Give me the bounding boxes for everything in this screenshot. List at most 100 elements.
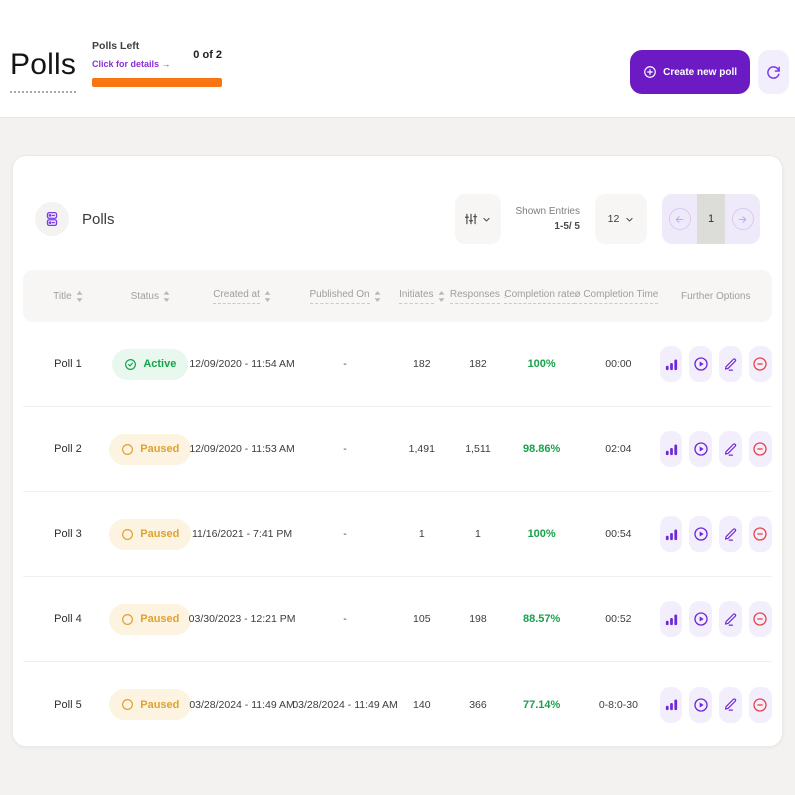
- refresh-button[interactable]: [758, 50, 789, 94]
- circle-icon: [121, 698, 134, 711]
- topbar-actions: Create new poll: [630, 50, 789, 94]
- card-header: Polls Shown E: [13, 156, 782, 270]
- column-header-responses[interactable]: Responses: [449, 289, 506, 304]
- published-on: -: [343, 443, 347, 455]
- completion-time: 0-8:0-30: [598, 698, 638, 711]
- created-at: 12/09/2020 - 11:53 AM: [189, 443, 295, 455]
- column-header-created-at[interactable]: Created at: [188, 289, 297, 304]
- card-controls: Shown Entries 1-5/ 5 12: [454, 194, 760, 244]
- plus-circle-icon: [643, 65, 657, 79]
- edit-button[interactable]: [719, 686, 743, 723]
- bar-chart-icon: [664, 527, 679, 542]
- column-header-completion-rate[interactable]: Completion rate: [504, 289, 577, 304]
- table-row: Poll 3 Paused 11/16/2021 - 7:41 PM - 1 1…: [23, 492, 772, 577]
- published-on: 03/28/2024 - 11:49 AM: [292, 698, 398, 711]
- sort-icon: [438, 290, 444, 302]
- play-button[interactable]: [689, 601, 713, 637]
- responses: 198: [469, 613, 487, 625]
- arrow-left-icon: [668, 208, 691, 230]
- shown-entries: Shown Entries 1-5/ 5: [516, 206, 580, 232]
- remove-button[interactable]: [749, 601, 772, 637]
- stats-button[interactable]: [659, 601, 683, 637]
- stats-button[interactable]: [659, 431, 683, 467]
- status-badge: Active: [112, 348, 189, 380]
- prev-page-button[interactable]: [662, 194, 697, 244]
- pencil-icon: [723, 442, 738, 457]
- polls-left-label: Polls Left: [92, 40, 140, 52]
- poll-title: Poll 3: [54, 528, 82, 540]
- topbar: Polls Polls Left Click for details → 0 o…: [0, 0, 795, 118]
- edit-button[interactable]: [719, 516, 743, 552]
- play-button[interactable]: [689, 346, 713, 382]
- polls-card: Polls Shown E: [12, 155, 783, 747]
- status-badge: Paused: [109, 518, 192, 550]
- poll-title: Poll 2: [54, 443, 82, 455]
- column-header-status[interactable]: Status: [113, 290, 188, 302]
- responses: 182: [469, 358, 487, 370]
- column-header-completion-time[interactable]: ø Completion Time: [574, 289, 659, 304]
- status-badge: Paused: [109, 689, 192, 720]
- remove-button[interactable]: [749, 686, 772, 723]
- poll-title: Poll 1: [54, 358, 82, 370]
- chevron-down-icon: [482, 215, 491, 224]
- completion-time: 02:04: [605, 443, 632, 455]
- initiates: 105: [413, 613, 431, 625]
- column-header-published-on[interactable]: Published On: [296, 289, 393, 304]
- pagination: 1: [662, 194, 760, 244]
- created-at: 03/30/2023 - 12:21 PM: [188, 613, 296, 625]
- refresh-icon: [766, 65, 781, 80]
- status-badge: Paused: [109, 433, 192, 465]
- shown-entries-label: Shown Entries: [515, 206, 580, 217]
- circle-icon: [121, 613, 134, 626]
- play-circle-icon: [693, 611, 709, 627]
- arrow-right-icon: [731, 208, 754, 230]
- created-at: 03/28/2024 - 11:49 AM: [189, 698, 295, 711]
- edit-button[interactable]: [719, 601, 743, 637]
- play-circle-icon: [693, 356, 709, 372]
- poll-title: Poll 5: [54, 698, 82, 711]
- stats-button[interactable]: [659, 346, 683, 382]
- stats-button[interactable]: [659, 516, 683, 552]
- initiates: 1,491: [408, 443, 435, 455]
- column-header-initiates[interactable]: Initiates: [394, 289, 450, 304]
- play-button[interactable]: [689, 686, 713, 723]
- play-button[interactable]: [689, 431, 713, 467]
- sort-icon: [163, 290, 170, 302]
- edit-button[interactable]: [719, 346, 743, 382]
- bar-chart-icon: [664, 442, 679, 457]
- create-new-poll-button[interactable]: Create new poll: [630, 50, 750, 94]
- page-size-dropdown[interactable]: 12: [595, 194, 647, 244]
- bar-chart-icon: [664, 697, 679, 712]
- initiates: 140: [413, 698, 431, 711]
- poll-title: Poll 4: [54, 613, 82, 625]
- filter-button[interactable]: [454, 194, 501, 244]
- completion-time: 00:52: [605, 613, 632, 625]
- polls-quota: Polls Left Click for details → 0 of 2: [92, 40, 223, 87]
- circle-icon: [121, 528, 134, 541]
- minus-circle-icon: [752, 356, 768, 372]
- initiates: 1: [418, 528, 425, 540]
- polls-table: Title Status Created at Published On Ini…: [23, 270, 772, 747]
- responses: 366: [469, 698, 487, 711]
- sort-icon: [374, 290, 380, 302]
- edit-button[interactable]: [719, 431, 743, 467]
- page-title: Polls: [10, 48, 77, 93]
- table-row: Poll 4 Paused 03/30/2023 - 12:21 PM - 10…: [23, 577, 772, 662]
- column-header-title[interactable]: Title: [23, 290, 113, 302]
- row-actions: [659, 516, 772, 552]
- quota-progress-bar: [92, 78, 223, 87]
- completion-time: 00:54: [605, 528, 632, 540]
- completion-rate: 100%: [527, 358, 556, 370]
- initiates: 182: [413, 358, 431, 370]
- details-link[interactable]: Click for details →: [92, 59, 171, 69]
- remove-button[interactable]: [749, 516, 772, 552]
- pencil-icon: [723, 527, 738, 542]
- remove-button[interactable]: [749, 346, 772, 382]
- play-circle-icon: [693, 441, 709, 457]
- stats-button[interactable]: [659, 686, 683, 723]
- sort-icon: [76, 290, 83, 302]
- remove-button[interactable]: [749, 431, 772, 467]
- next-page-button[interactable]: [725, 194, 760, 244]
- poll-list-icon: [43, 210, 61, 228]
- play-button[interactable]: [689, 516, 713, 552]
